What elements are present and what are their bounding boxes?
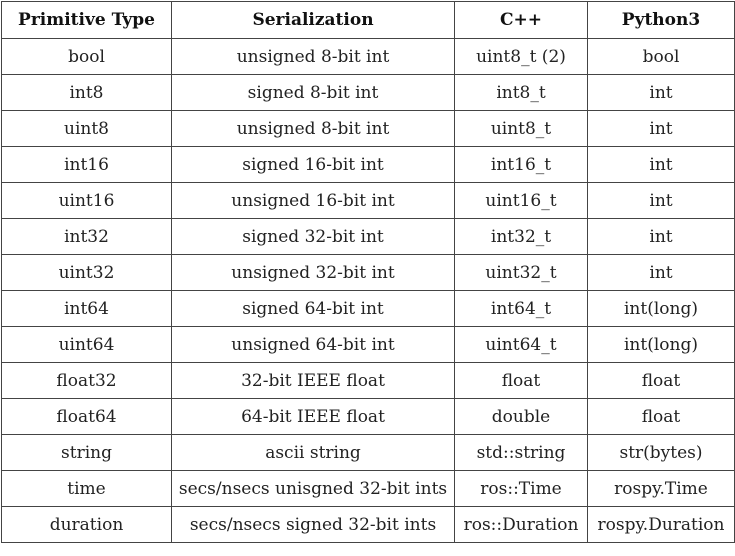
table-row: int32 signed 32-bit int int32_t int xyxy=(1,218,735,255)
cell-serialization: secs/nsecs unisgned 32-bit ints xyxy=(171,470,455,507)
cell-cpp: uint32_t xyxy=(454,254,588,291)
cell-serialization: signed 16-bit int xyxy=(171,146,455,183)
primitive-types-table: Primitive Type Serialization C++ Python3… xyxy=(1,1,735,543)
cell-primitive-type: float32 xyxy=(1,362,172,399)
cell-primitive-type: uint32 xyxy=(1,254,172,291)
cell-python3: int xyxy=(587,74,735,111)
header-serialization: Serialization xyxy=(171,1,455,39)
cell-serialization: unsigned 8-bit int xyxy=(171,38,455,75)
cell-cpp: std::string xyxy=(454,434,588,471)
cell-cpp: uint16_t xyxy=(454,182,588,219)
cell-primitive-type: string xyxy=(1,434,172,471)
cell-primitive-type: bool xyxy=(1,38,172,75)
cell-cpp: ros::Time xyxy=(454,470,588,507)
table-row: bool unsigned 8-bit int uint8_t (2) bool xyxy=(1,38,735,75)
cell-cpp: ros::Duration xyxy=(454,506,588,543)
header-cpp: C++ xyxy=(454,1,588,39)
cell-python3: str(bytes) xyxy=(587,434,735,471)
cell-primitive-type: float64 xyxy=(1,398,172,435)
cell-python3: int xyxy=(587,182,735,219)
cell-serialization: unsigned 8-bit int xyxy=(171,110,455,147)
cell-primitive-type: int32 xyxy=(1,218,172,255)
cell-python3: int xyxy=(587,146,735,183)
table-row: duration secs/nsecs signed 32-bit ints r… xyxy=(1,506,735,543)
cell-serialization: signed 64-bit int xyxy=(171,290,455,327)
cell-cpp: uint8_t xyxy=(454,110,588,147)
table-row: int8 signed 8-bit int int8_t int xyxy=(1,74,735,111)
cell-python3: int(long) xyxy=(587,326,735,363)
cell-serialization: signed 32-bit int xyxy=(171,218,455,255)
cell-cpp: int16_t xyxy=(454,146,588,183)
table-row: int16 signed 16-bit int int16_t int xyxy=(1,146,735,183)
cell-python3: rospy.Time xyxy=(587,470,735,507)
cell-python3: bool xyxy=(587,38,735,75)
table-row: uint8 unsigned 8-bit int uint8_t int xyxy=(1,110,735,147)
cell-serialization: 32-bit IEEE float xyxy=(171,362,455,399)
cell-cpp: int8_t xyxy=(454,74,588,111)
cell-python3: float xyxy=(587,362,735,399)
table-row: uint32 unsigned 32-bit int uint32_t int xyxy=(1,254,735,291)
cell-cpp: double xyxy=(454,398,588,435)
cell-python3: float xyxy=(587,398,735,435)
cell-python3: rospy.Duration xyxy=(587,506,735,543)
cell-python3: int xyxy=(587,254,735,291)
cell-serialization: unsigned 32-bit int xyxy=(171,254,455,291)
cell-serialization: unsigned 16-bit int xyxy=(171,182,455,219)
table-body: bool unsigned 8-bit int uint8_t (2) bool… xyxy=(1,38,735,543)
cell-cpp: int64_t xyxy=(454,290,588,327)
header-row: Primitive Type Serialization C++ Python3 xyxy=(1,1,735,39)
cell-primitive-type: int16 xyxy=(1,146,172,183)
header-python3: Python3 xyxy=(587,1,735,39)
table-row: float32 32-bit IEEE float float float xyxy=(1,362,735,399)
table-row: time secs/nsecs unisgned 32-bit ints ros… xyxy=(1,470,735,507)
header-primitive-type: Primitive Type xyxy=(1,1,172,39)
cell-python3: int(long) xyxy=(587,290,735,327)
cell-cpp: uint8_t (2) xyxy=(454,38,588,75)
cell-serialization: signed 8-bit int xyxy=(171,74,455,111)
cell-serialization: 64-bit IEEE float xyxy=(171,398,455,435)
table-row: float64 64-bit IEEE float double float xyxy=(1,398,735,435)
cell-python3: int xyxy=(587,110,735,147)
cell-primitive-type: uint16 xyxy=(1,182,172,219)
cell-primitive-type: time xyxy=(1,470,172,507)
table-row: uint16 unsigned 16-bit int uint16_t int xyxy=(1,182,735,219)
cell-serialization: ascii string xyxy=(171,434,455,471)
cell-serialization: unsigned 64-bit int xyxy=(171,326,455,363)
cell-primitive-type: duration xyxy=(1,506,172,543)
table-row: string ascii string std::string str(byte… xyxy=(1,434,735,471)
cell-serialization: secs/nsecs signed 32-bit ints xyxy=(171,506,455,543)
table-row: int64 signed 64-bit int int64_t int(long… xyxy=(1,290,735,327)
cell-primitive-type: int8 xyxy=(1,74,172,111)
cell-cpp: float xyxy=(454,362,588,399)
cell-cpp: int32_t xyxy=(454,218,588,255)
table-row: uint64 unsigned 64-bit int uint64_t int(… xyxy=(1,326,735,363)
table-header: Primitive Type Serialization C++ Python3 xyxy=(1,1,735,39)
cell-python3: int xyxy=(587,218,735,255)
cell-primitive-type: uint64 xyxy=(1,326,172,363)
cell-cpp: uint64_t xyxy=(454,326,588,363)
cell-primitive-type: uint8 xyxy=(1,110,172,147)
cell-primitive-type: int64 xyxy=(1,290,172,327)
